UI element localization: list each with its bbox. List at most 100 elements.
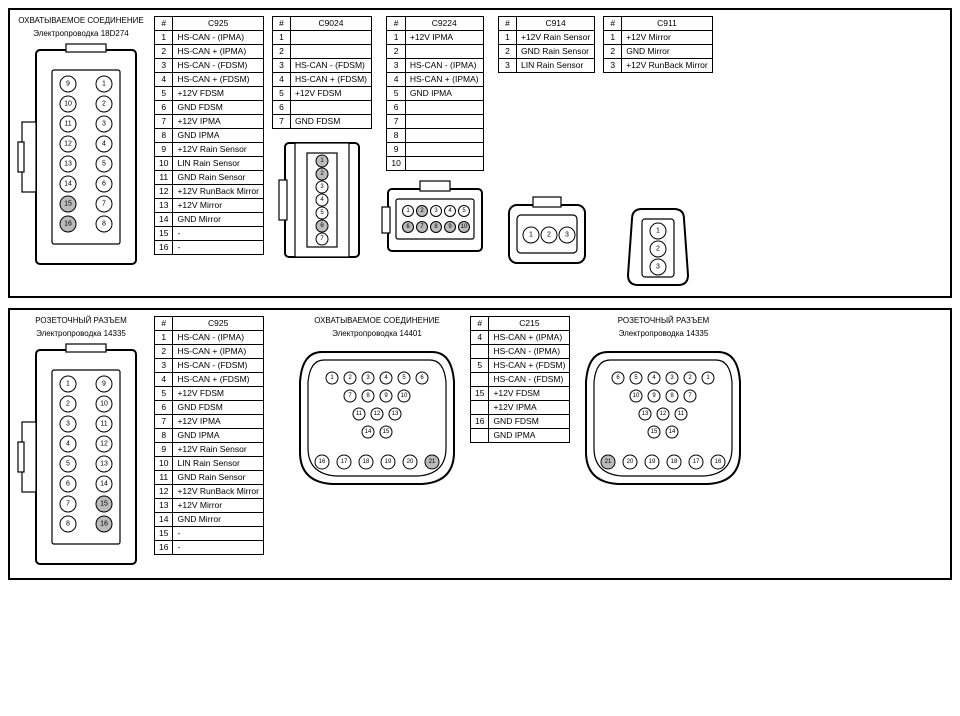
svg-text:2: 2: [66, 400, 70, 407]
connector-c9224-svg: 12345678910: [380, 177, 490, 262]
svg-text:7: 7: [102, 200, 106, 207]
table-c925-group: #C925 1HS-CAN - (IPMA)2HS-CAN + (IPMA)3H…: [154, 16, 264, 255]
svg-text:13: 13: [642, 411, 649, 417]
table-c925-2-group: #C925 1HS-CAN - (IPMA)2HS-CAN + (IPMA)3H…: [154, 316, 264, 555]
svg-text:17: 17: [341, 459, 348, 465]
svg-text:1: 1: [102, 80, 106, 87]
svg-text:16: 16: [64, 220, 72, 227]
svg-text:4: 4: [66, 440, 70, 447]
svg-text:10: 10: [633, 393, 640, 399]
svg-text:12: 12: [660, 411, 667, 417]
svg-text:12: 12: [374, 411, 381, 417]
svg-text:11: 11: [64, 120, 71, 127]
svg-text:15: 15: [383, 429, 390, 435]
svg-text:14: 14: [365, 429, 372, 435]
panel-bottom: РОЗЕТОЧНЫЙ РАЗЪЕМ Электропроводка 14335 …: [8, 308, 952, 580]
svg-text:7: 7: [66, 500, 70, 507]
svg-text:17: 17: [693, 459, 700, 465]
svg-text:15: 15: [651, 429, 658, 435]
svg-text:6: 6: [66, 480, 70, 487]
svg-text:10: 10: [461, 224, 468, 230]
col-c9224: #C9224 1+12V IPMA23HS-CAN - (IPMA)4HS-CA…: [380, 16, 490, 262]
svg-text:3: 3: [656, 264, 660, 271]
table-c215-header: C215: [489, 317, 570, 331]
svg-text:1: 1: [656, 228, 660, 235]
svg-text:15: 15: [64, 200, 72, 207]
table-c215-group: #C215 4HS-CAN + (IPMA)HS-CAN - (IPMA)5HS…: [470, 316, 570, 443]
connector-c914-svg: 1 2 3: [503, 195, 591, 273]
svg-text:13: 13: [100, 460, 108, 467]
svg-text:2: 2: [547, 232, 551, 239]
svg-text:9: 9: [102, 380, 106, 387]
svg-text:5: 5: [102, 160, 106, 167]
round-14401-title: ОХВАТЫВАЕМОЕ СОЕДИНЕНИЕ: [314, 316, 439, 326]
svg-text:2: 2: [102, 100, 106, 107]
svg-text:20: 20: [627, 459, 634, 465]
connector-c9024-svg: 1234567: [277, 135, 367, 265]
svg-text:20: 20: [407, 459, 414, 465]
connector-18d274: ОХВАТЫВАЕМОЕ СОЕДИНЕНИЕ Электропроводка …: [16, 16, 146, 272]
round-connector-14335-2: РОЗЕТОЧНЫЙ РАЗЪЕМ Электропроводка 14335 …: [578, 316, 748, 492]
connector-14335-sub: Электропроводка 14335: [36, 329, 126, 338]
svg-text:3: 3: [565, 232, 569, 239]
svg-text:11: 11: [356, 411, 363, 417]
table-c9224-header: C9224: [405, 17, 483, 31]
round-14335-2-svg: 654321109871312111514212019181716: [578, 342, 748, 492]
svg-text:19: 19: [649, 459, 656, 465]
table-c925: #C925 1HS-CAN - (IPMA)2HS-CAN + (IPMA)3H…: [154, 16, 264, 255]
table-c9024: #C9024 123HS-CAN - (FDSM)4HS-CAN + (FDSM…: [272, 16, 372, 129]
svg-text:18: 18: [363, 459, 370, 465]
connector-14335: РОЗЕТОЧНЫЙ РАЗЪЕМ Электропроводка 14335 …: [16, 316, 146, 572]
svg-text:10: 10: [100, 400, 108, 407]
svg-text:14: 14: [64, 180, 72, 187]
table-c215: #C215 4HS-CAN + (IPMA)HS-CAN - (IPMA)5HS…: [470, 316, 570, 443]
table-c911-header: C911: [622, 17, 713, 31]
svg-text:8: 8: [102, 220, 106, 227]
round-14401-svg: 123456789101112131415161718192021: [292, 342, 462, 492]
connector-14335-svg: 12345678910111213141516: [16, 342, 146, 572]
table-c914: #C914 1+12V Rain Sensor2GND Rain Sensor3…: [498, 16, 595, 73]
table-c9024-header: C9024: [290, 17, 371, 31]
connector-18d274-sub: Электропроводка 18D274: [33, 29, 128, 38]
svg-text:9: 9: [66, 80, 70, 87]
svg-text:16: 16: [319, 459, 326, 465]
svg-text:16: 16: [715, 459, 722, 465]
svg-text:8: 8: [66, 520, 70, 527]
svg-text:3: 3: [102, 120, 106, 127]
col-c914: #C914 1+12V Rain Sensor2GND Rain Sensor3…: [498, 16, 595, 273]
svg-text:18: 18: [671, 459, 678, 465]
round-connector-14401: ОХВАТЫВАЕМОЕ СОЕДИНЕНИЕ Электропроводка …: [292, 316, 462, 492]
table-c925-2: #C925 1HS-CAN - (IPMA)2HS-CAN + (IPMA)3H…: [154, 316, 264, 555]
connector-14335-title: РОЗЕТОЧНЫЙ РАЗЪЕМ: [35, 316, 127, 326]
svg-text:1: 1: [529, 232, 533, 239]
svg-text:4: 4: [102, 140, 106, 147]
panel-top: ОХВАТЫВАЕМОЕ СОЕДИНЕНИЕ Электропроводка …: [8, 8, 952, 298]
svg-text:12: 12: [100, 440, 108, 447]
col-c911: #C911 1+12V Mirror2GND Mirror3+12V RunBa…: [603, 16, 713, 290]
round-14335-2-sub: Электропроводка 14335: [619, 329, 709, 338]
svg-text:15: 15: [100, 500, 108, 507]
svg-text:5: 5: [66, 460, 70, 467]
svg-text:13: 13: [64, 160, 72, 167]
connector-18d274-title: ОХВАТЫВАЕМОЕ СОЕДИНЕНИЕ: [18, 16, 143, 26]
svg-text:21: 21: [429, 459, 436, 465]
svg-text:14: 14: [100, 480, 108, 487]
round-14335-2-title: РОЗЕТОЧНЫЙ РАЗЪЕМ: [618, 316, 710, 326]
svg-text:11: 11: [678, 411, 685, 417]
table-c914-header: C914: [516, 17, 594, 31]
table-c925-2-header: C925: [173, 317, 264, 331]
svg-text:11: 11: [100, 420, 107, 427]
round-14401-sub: Электропроводка 14401: [332, 329, 422, 338]
svg-text:12: 12: [64, 140, 72, 147]
col-c9024: #C9024 123HS-CAN - (FDSM)4HS-CAN + (FDSM…: [272, 16, 372, 265]
table-c911: #C911 1+12V Mirror2GND Mirror3+12V RunBa…: [603, 16, 713, 73]
svg-text:3: 3: [66, 420, 70, 427]
svg-text:6: 6: [102, 180, 106, 187]
connector-c911-svg: 123: [622, 205, 694, 290]
svg-text:13: 13: [392, 411, 399, 417]
svg-text:16: 16: [100, 520, 108, 527]
svg-text:14: 14: [669, 429, 676, 435]
svg-text:21: 21: [605, 459, 612, 465]
svg-text:1: 1: [66, 380, 70, 387]
svg-text:10: 10: [64, 100, 72, 107]
